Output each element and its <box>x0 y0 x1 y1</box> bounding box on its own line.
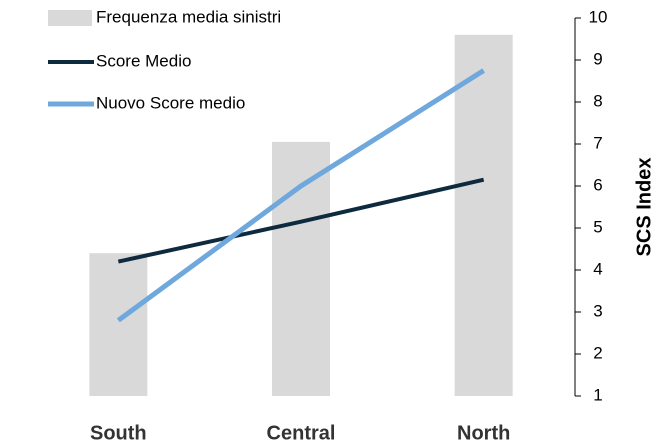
x-tick-label: South <box>90 422 147 444</box>
y-tick-label: 10 <box>589 7 608 26</box>
y-tick-label: 9 <box>593 49 602 68</box>
y-tick-label: 7 <box>593 133 602 152</box>
y-tick-label: 5 <box>593 217 602 236</box>
y-tick-label: 6 <box>593 175 602 194</box>
y-tick-label: 2 <box>593 343 602 362</box>
legend-label: Score Medio <box>96 51 191 70</box>
line <box>117 177 485 264</box>
bar <box>454 34 513 397</box>
y-tick-label: 3 <box>593 301 602 320</box>
y-tick-label: 8 <box>593 91 602 110</box>
x-tick-label: Central <box>267 422 336 444</box>
line <box>116 68 486 323</box>
legend-label: Nuovo Score medio <box>96 93 245 112</box>
bar <box>272 141 330 396</box>
legend-label: Frequenza media sinistri <box>96 7 281 26</box>
y-tick-label: 1 <box>593 385 602 404</box>
legend-swatch <box>48 10 92 26</box>
y-axis-label: SCS Index <box>633 158 655 257</box>
y-tick-label: 4 <box>593 259 602 278</box>
x-tick-label: North <box>457 422 510 444</box>
bar <box>89 253 148 396</box>
